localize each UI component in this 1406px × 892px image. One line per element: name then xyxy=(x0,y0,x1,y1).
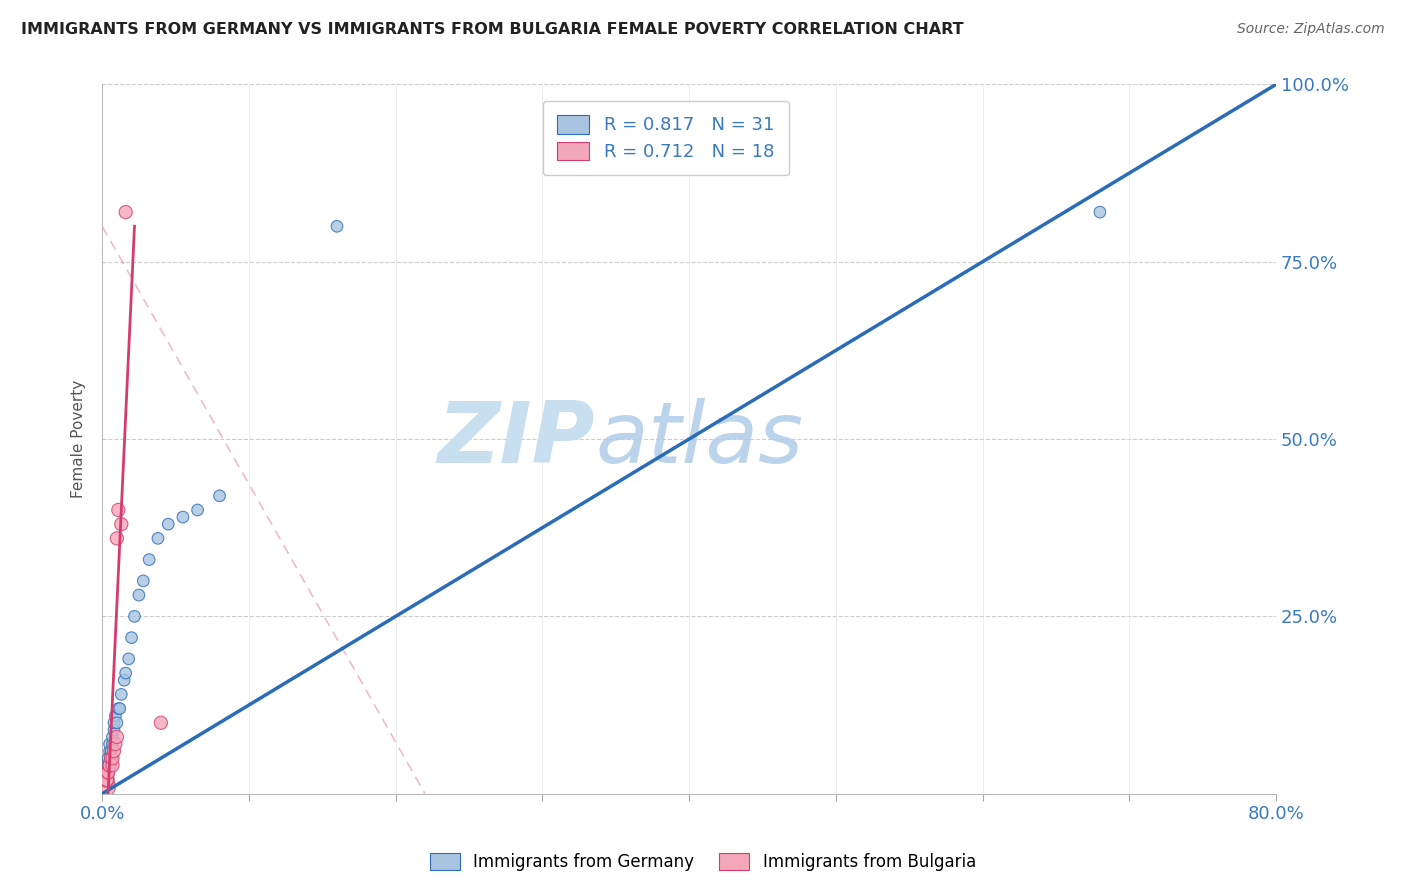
Text: ZIP: ZIP xyxy=(437,398,595,481)
Point xyxy=(107,503,129,517)
Point xyxy=(157,517,180,532)
Point xyxy=(105,532,128,546)
Point xyxy=(138,552,160,566)
Point xyxy=(114,666,136,681)
Point xyxy=(104,708,127,723)
Point xyxy=(132,574,155,588)
Point xyxy=(94,780,117,794)
Point xyxy=(110,517,132,532)
Legend: Immigrants from Germany, Immigrants from Bulgaria: Immigrants from Germany, Immigrants from… xyxy=(422,845,984,880)
Point xyxy=(117,652,139,666)
Point xyxy=(172,510,194,524)
Point xyxy=(103,715,125,730)
Text: atlas: atlas xyxy=(595,398,803,481)
Point xyxy=(103,744,125,758)
Point xyxy=(98,744,121,758)
Point xyxy=(326,219,349,234)
Point xyxy=(100,751,122,765)
Point xyxy=(1088,205,1111,219)
Point xyxy=(101,730,124,744)
Point xyxy=(146,532,169,546)
Point xyxy=(101,737,124,751)
Point xyxy=(97,758,120,772)
Point xyxy=(96,758,118,772)
Point xyxy=(124,609,146,624)
Y-axis label: Female Poverty: Female Poverty xyxy=(72,380,86,499)
Point xyxy=(103,723,125,737)
Point xyxy=(105,715,128,730)
Point xyxy=(187,503,209,517)
Point xyxy=(98,758,121,772)
Point xyxy=(98,737,121,751)
Point xyxy=(108,701,131,715)
Point xyxy=(149,715,172,730)
Point xyxy=(107,701,129,715)
Legend: R = 0.817   N = 31, R = 0.712   N = 18: R = 0.817 N = 31, R = 0.712 N = 18 xyxy=(543,101,789,176)
Point xyxy=(100,744,122,758)
Point xyxy=(96,772,118,787)
Point xyxy=(121,631,143,645)
Point xyxy=(110,687,132,701)
Point xyxy=(96,772,118,787)
Point xyxy=(208,489,231,503)
Point xyxy=(94,765,117,780)
Point xyxy=(104,737,127,751)
Point xyxy=(128,588,150,602)
Text: Source: ZipAtlas.com: Source: ZipAtlas.com xyxy=(1237,22,1385,37)
Point xyxy=(114,205,136,219)
Point xyxy=(101,751,124,765)
Point xyxy=(98,758,121,772)
Text: IMMIGRANTS FROM GERMANY VS IMMIGRANTS FROM BULGARIA FEMALE POVERTY CORRELATION C: IMMIGRANTS FROM GERMANY VS IMMIGRANTS FR… xyxy=(21,22,963,37)
Point xyxy=(101,758,124,772)
Point xyxy=(112,673,135,688)
Point xyxy=(97,765,120,780)
Point xyxy=(105,730,128,744)
Point xyxy=(97,751,120,765)
Point xyxy=(97,765,120,780)
